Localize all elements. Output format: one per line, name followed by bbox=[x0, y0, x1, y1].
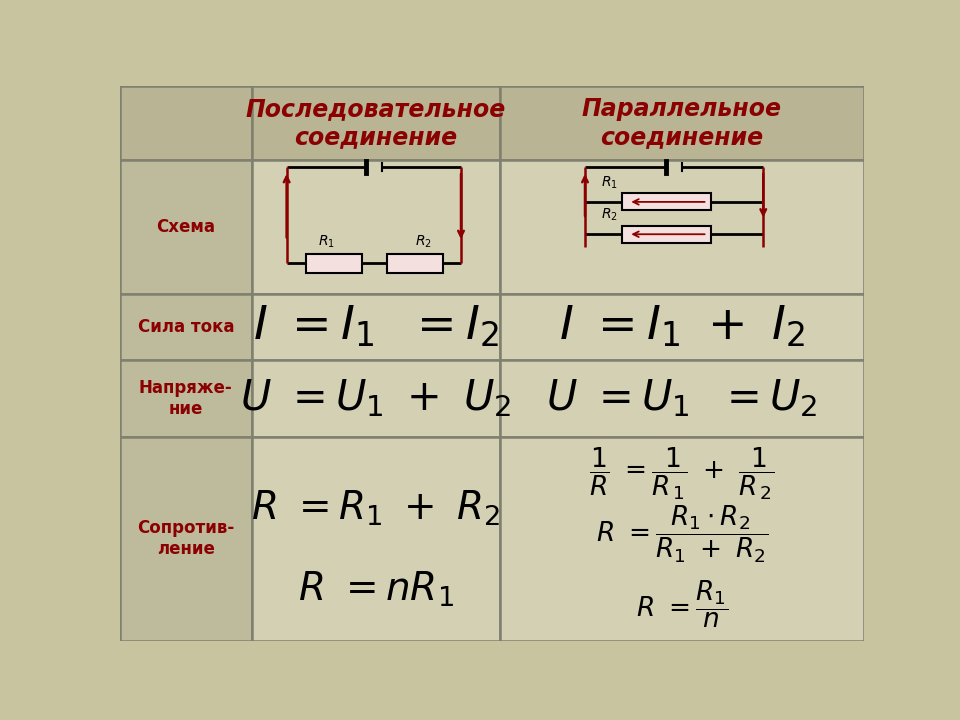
Text: $R_2$: $R_2$ bbox=[602, 207, 618, 223]
Text: $R\ =R_1\ +\ R_2$: $R\ =R_1\ +\ R_2$ bbox=[252, 488, 500, 528]
Bar bbox=[500, 437, 864, 641]
Bar bbox=[252, 360, 500, 437]
Bar bbox=[500, 294, 864, 360]
Bar bbox=[622, 226, 711, 243]
Text: $R_1$: $R_1$ bbox=[318, 233, 335, 250]
Bar bbox=[120, 360, 252, 437]
Bar bbox=[306, 254, 362, 273]
Text: $I\ =I_1\ +\ I_2$: $I\ =I_1\ +\ I_2$ bbox=[559, 305, 804, 350]
Text: $R_1$: $R_1$ bbox=[601, 175, 618, 191]
Text: $\dfrac{1}{R}\ =\dfrac{\ 1}{R_{\,1}}\ +\ \dfrac{\ 1}{R_{\,2}}$: $\dfrac{1}{R}\ =\dfrac{\ 1}{R_{\,1}}\ +\… bbox=[589, 445, 775, 502]
Text: Параллельное
соединение: Параллельное соединение bbox=[582, 97, 781, 149]
Bar bbox=[500, 160, 864, 294]
Bar bbox=[120, 294, 252, 360]
Bar bbox=[120, 437, 252, 641]
Bar bbox=[120, 160, 252, 294]
Bar bbox=[388, 254, 444, 273]
Text: $R\ =\dfrac{R_1\cdot R_2}{R_1\ +\ R_2}$: $R\ =\dfrac{R_1\cdot R_2}{R_1\ +\ R_2}$ bbox=[595, 504, 768, 565]
Bar bbox=[252, 160, 500, 294]
Text: $U\ =U_1\ +\ U_2$: $U\ =U_1\ +\ U_2$ bbox=[240, 377, 512, 419]
Bar bbox=[252, 294, 500, 360]
Bar bbox=[500, 360, 864, 437]
Bar bbox=[252, 437, 500, 641]
Text: $I\ =I_1\ \ =I_2$: $I\ =I_1\ \ =I_2$ bbox=[252, 305, 498, 350]
Text: Сила тока: Сила тока bbox=[137, 318, 234, 336]
Bar bbox=[120, 86, 252, 160]
Bar bbox=[252, 86, 500, 160]
Text: $R\ =\dfrac{R_1}{n}$: $R\ =\dfrac{R_1}{n}$ bbox=[636, 578, 728, 630]
Bar bbox=[500, 86, 864, 160]
Text: $U\ =U_1\ \ =U_2$: $U\ =U_1\ \ =U_2$ bbox=[546, 377, 818, 419]
Text: Сопротив-
ление: Сопротив- ление bbox=[137, 519, 234, 558]
Text: Схема: Схема bbox=[156, 218, 215, 236]
Text: Последовательное
соединение: Последовательное соединение bbox=[246, 97, 506, 149]
Bar bbox=[622, 194, 711, 210]
Text: $R\ =nR_1$: $R\ =nR_1$ bbox=[298, 570, 454, 609]
Text: $R_2$: $R_2$ bbox=[415, 233, 431, 250]
Text: Напряже-
ние: Напряже- ние bbox=[139, 379, 232, 418]
